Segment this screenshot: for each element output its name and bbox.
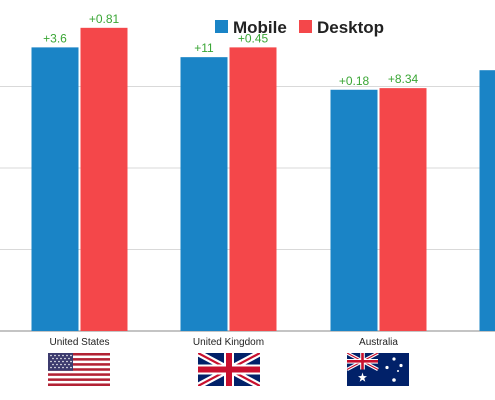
legend-swatch-mobile [215,20,228,33]
data-label-mobile-2: +0.18 [339,74,370,88]
bar-desktop-2 [379,88,427,331]
bar-desktop-1 [229,47,277,331]
category-labels: United States United Kingdom Australia [49,337,398,348]
data-label-mobile-0: +3.6 [43,31,67,45]
bar-mobile-1 [180,57,228,331]
legend-label-desktop: Desktop [317,18,384,37]
uk-flag-icon [198,353,260,386]
bar-desktop-0 [80,27,128,331]
legend-label-mobile: Mobile [233,18,287,37]
data-label-desktop-1: +0.45 [238,31,269,45]
bar-mobile-2 [330,89,378,331]
data-label-desktop-0: +0.81 [89,12,120,26]
bar-mobile-0 [31,47,79,331]
bar-mobile-3 [479,70,495,331]
category-label-australia: Australia [359,337,398,348]
legend: Mobile Desktop [215,18,384,37]
data-label-desktop-2: +8.34 [388,72,419,86]
category-label-united-states: United States [49,337,109,348]
australia-flag-icon [347,353,409,386]
us-flag-icon [48,353,110,386]
bars [31,27,495,331]
data-label-mobile-1: +11 [194,41,214,55]
legend-swatch-desktop [299,20,312,33]
category-label-united-kingdom: United Kingdom [193,337,264,348]
data-labels: +3.6+11+0.18+1+0.81+0.45+8.34 [43,12,419,88]
